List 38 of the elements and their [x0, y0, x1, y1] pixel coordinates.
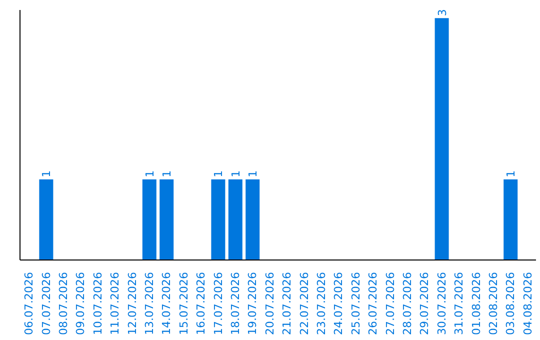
x-tick-label: 14.07.2026 [160, 272, 174, 335]
x-tick-label: 17.07.2026 [212, 272, 225, 335]
x-tick-label: 12.07.2026 [126, 272, 139, 335]
x-tick-label: 03.08.2026 [504, 272, 518, 335]
x-tick-label: 30.07.2026 [435, 272, 448, 335]
x-tick-label: 08.07.2026 [57, 272, 70, 335]
x-tick-label: 01.08.2026 [470, 272, 483, 335]
data-label: 3 [436, 9, 449, 16]
x-tick-label: 22.07.2026 [298, 272, 311, 335]
x-tick-label: 27.07.2026 [384, 272, 397, 335]
data-label: 1 [212, 170, 226, 178]
x-tick-label: 16.07.2026 [194, 272, 208, 335]
data-label: 1 [504, 170, 518, 178]
x-tick-label: 21.07.2026 [280, 272, 294, 335]
data-label: 1 [246, 170, 260, 178]
x-tick-label: 29.07.2026 [418, 272, 432, 335]
x-tick-label: 18.07.2026 [229, 272, 242, 335]
x-tick-label: 20.07.2026 [263, 272, 276, 335]
x-tick-label: 09.07.2026 [74, 272, 88, 335]
x-tick-label: 23.07.2026 [315, 272, 328, 335]
x-tick-label: 31.07.2026 [452, 272, 466, 335]
x-tick-label: 04.08.2026 [521, 272, 534, 335]
data-label: 1 [160, 170, 174, 178]
x-tick-label: 10.07.2026 [91, 272, 104, 335]
x-tick-label: 19.07.2026 [246, 272, 260, 335]
data-label: 1 [143, 170, 156, 178]
x-tick-label: 28.07.2026 [401, 272, 414, 335]
x-tick-label: 13.07.2026 [143, 272, 156, 335]
x-tick-label: 06.07.2026 [22, 272, 36, 335]
x-tick-label: 26.07.2026 [366, 272, 380, 335]
x-tick-label: 07.07.2026 [40, 272, 53, 335]
x-tick-label: 15.07.2026 [177, 272, 190, 335]
x-tick-label: 24.07.2026 [332, 272, 346, 335]
x-tick-label: 11.07.2026 [108, 272, 122, 335]
data-label: 1 [40, 170, 54, 178]
x-tick-label: 02.08.2026 [487, 272, 500, 335]
x-tick-label: 25.07.2026 [349, 272, 362, 335]
data-label: 1 [229, 170, 242, 178]
